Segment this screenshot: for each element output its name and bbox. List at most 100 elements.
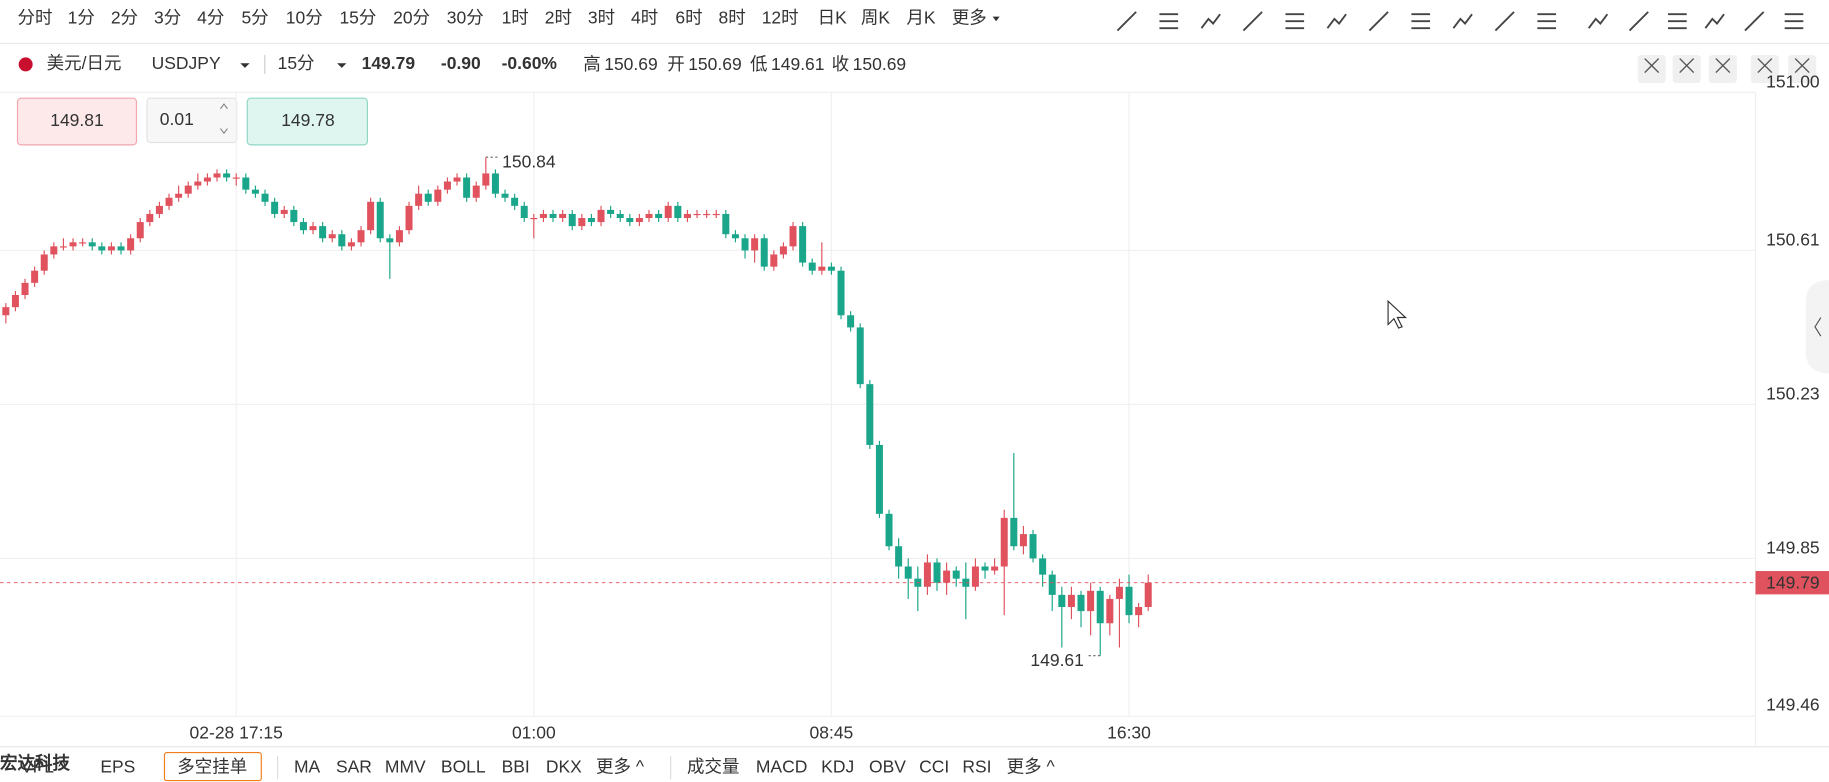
sub-indicator[interactable]: OBV: [869, 756, 906, 776]
period-button[interactable]: 1时: [502, 8, 529, 28]
bottom-tab[interactable]: 多空挂单: [177, 756, 247, 776]
period-button[interactable]: 15分: [339, 8, 376, 28]
header-button-icon[interactable]: [1644, 58, 1660, 74]
main-indicator[interactable]: SAR: [336, 756, 372, 776]
tool-icon[interactable]: [1411, 13, 1431, 30]
tool-icon[interactable]: [1242, 11, 1263, 32]
period-button[interactable]: 5分: [241, 8, 268, 28]
period-button[interactable]: 2分: [111, 8, 138, 28]
candle-body: [491, 173, 499, 194]
tool-icon[interactable]: [1744, 11, 1765, 32]
change-percent: -0.60%: [502, 53, 558, 73]
bottom-tab[interactable]: VPL ^: [21, 756, 67, 776]
candle-body: [674, 205, 682, 219]
side-tab[interactable]: [1805, 280, 1829, 374]
candle-body: [69, 242, 77, 247]
candle-body: [971, 566, 979, 587]
tool-icon[interactable]: [1668, 13, 1687, 30]
sell-box[interactable]: [16, 97, 138, 146]
tool-icon[interactable]: [1200, 13, 1221, 29]
tool-icon[interactable]: [1784, 13, 1804, 30]
sub-indicator[interactable]: KDJ: [821, 756, 854, 776]
header-button[interactable]: [1672, 55, 1701, 84]
candle-body: [1077, 594, 1085, 612]
period-button[interactable]: 4时: [631, 8, 658, 28]
period-button[interactable]: 更多: [952, 8, 987, 28]
main-indicator[interactable]: 更多 ^: [596, 756, 645, 776]
candle-body: [616, 213, 624, 219]
period-button[interactable]: 10分: [286, 8, 323, 28]
tool-icon[interactable]: [1285, 13, 1305, 30]
period-button[interactable]: 12时: [762, 8, 799, 28]
tool-icon[interactable]: [1326, 13, 1347, 29]
tool-icon[interactable]: [1587, 13, 1609, 29]
period-button[interactable]: 月K: [906, 8, 935, 28]
tool-icon[interactable]: [1494, 11, 1515, 32]
period-button[interactable]: 分时: [17, 8, 52, 28]
sub-indicator[interactable]: 成交量: [687, 756, 739, 776]
header-button-icon[interactable]: [1794, 58, 1810, 74]
candle-body: [1135, 607, 1143, 616]
header-button-icon[interactable]: [1679, 58, 1695, 74]
header-button[interactable]: [1750, 55, 1779, 84]
sub-indicator[interactable]: CCI: [919, 756, 949, 776]
spinner[interactable]: [219, 103, 228, 135]
tool-icon[interactable]: [1628, 11, 1649, 32]
header-button-icon[interactable]: [1757, 58, 1773, 74]
candle-body: [117, 246, 125, 251]
candle-body: [194, 181, 202, 186]
candle-body: [847, 315, 855, 328]
candle-body: [98, 246, 106, 251]
stat-value: 150.69: [853, 54, 906, 74]
last-price-tag: [1755, 571, 1829, 595]
candle-body: [376, 201, 384, 239]
tool-icon[interactable]: [1452, 13, 1473, 29]
period-button[interactable]: 3时: [588, 8, 615, 28]
last-price: 149.79: [362, 53, 416, 73]
sub-indicator[interactable]: 更多 ^: [1007, 756, 1056, 776]
period-button[interactable]: 8时: [719, 8, 746, 28]
stat-label: 收: [832, 54, 850, 74]
main-indicator[interactable]: MMV: [385, 756, 426, 776]
tool-icon[interactable]: [1537, 13, 1557, 30]
period-button[interactable]: 4分: [197, 8, 224, 28]
interval[interactable]: 15分: [278, 53, 315, 73]
period-button[interactable]: 6时: [675, 8, 702, 28]
buy-box[interactable]: [246, 97, 369, 146]
main-indicator[interactable]: MA: [294, 756, 321, 776]
period-button[interactable]: 2时: [545, 8, 572, 28]
header-button[interactable]: [1788, 55, 1817, 84]
header-button[interactable]: [1708, 55, 1737, 84]
buy-price[interactable]: 149.78: [281, 110, 334, 130]
main-indicator[interactable]: BBI: [502, 756, 530, 776]
sub-indicator[interactable]: MACD: [756, 756, 807, 776]
period-button[interactable]: 3分: [154, 8, 181, 28]
order-book-button[interactable]: [163, 752, 262, 782]
flag-icon: [18, 57, 33, 72]
tool-icon[interactable]: [1368, 11, 1389, 32]
candle-body: [789, 226, 797, 247]
bottom-tab[interactable]: EPS: [100, 756, 135, 776]
lot-size[interactable]: 0.01: [160, 109, 194, 129]
sell-price[interactable]: 149.81: [50, 110, 103, 130]
candle-body: [395, 230, 403, 243]
period-button[interactable]: 周K: [861, 8, 890, 28]
candle-body: [981, 566, 989, 571]
tool-icon[interactable]: [1159, 13, 1179, 30]
sub-indicator[interactable]: RSI: [962, 756, 991, 776]
candle-body: [559, 213, 567, 219]
period-button[interactable]: 30分: [447, 8, 484, 28]
period-button[interactable]: 20分: [393, 8, 430, 28]
main-indicator[interactable]: DKX: [546, 756, 582, 776]
tool-icon[interactable]: [1116, 11, 1137, 32]
stat-label: 高: [583, 54, 601, 74]
header-button[interactable]: [1637, 55, 1666, 84]
candle-body: [290, 209, 298, 223]
period-button[interactable]: 1分: [68, 8, 95, 28]
period-button[interactable]: 日K: [818, 8, 847, 28]
candle-body: [280, 209, 288, 214]
tool-icon[interactable]: [1704, 13, 1725, 29]
main-indicator[interactable]: BOLL: [441, 756, 486, 776]
candle-body: [1000, 517, 1008, 567]
header-button-icon[interactable]: [1715, 58, 1731, 74]
